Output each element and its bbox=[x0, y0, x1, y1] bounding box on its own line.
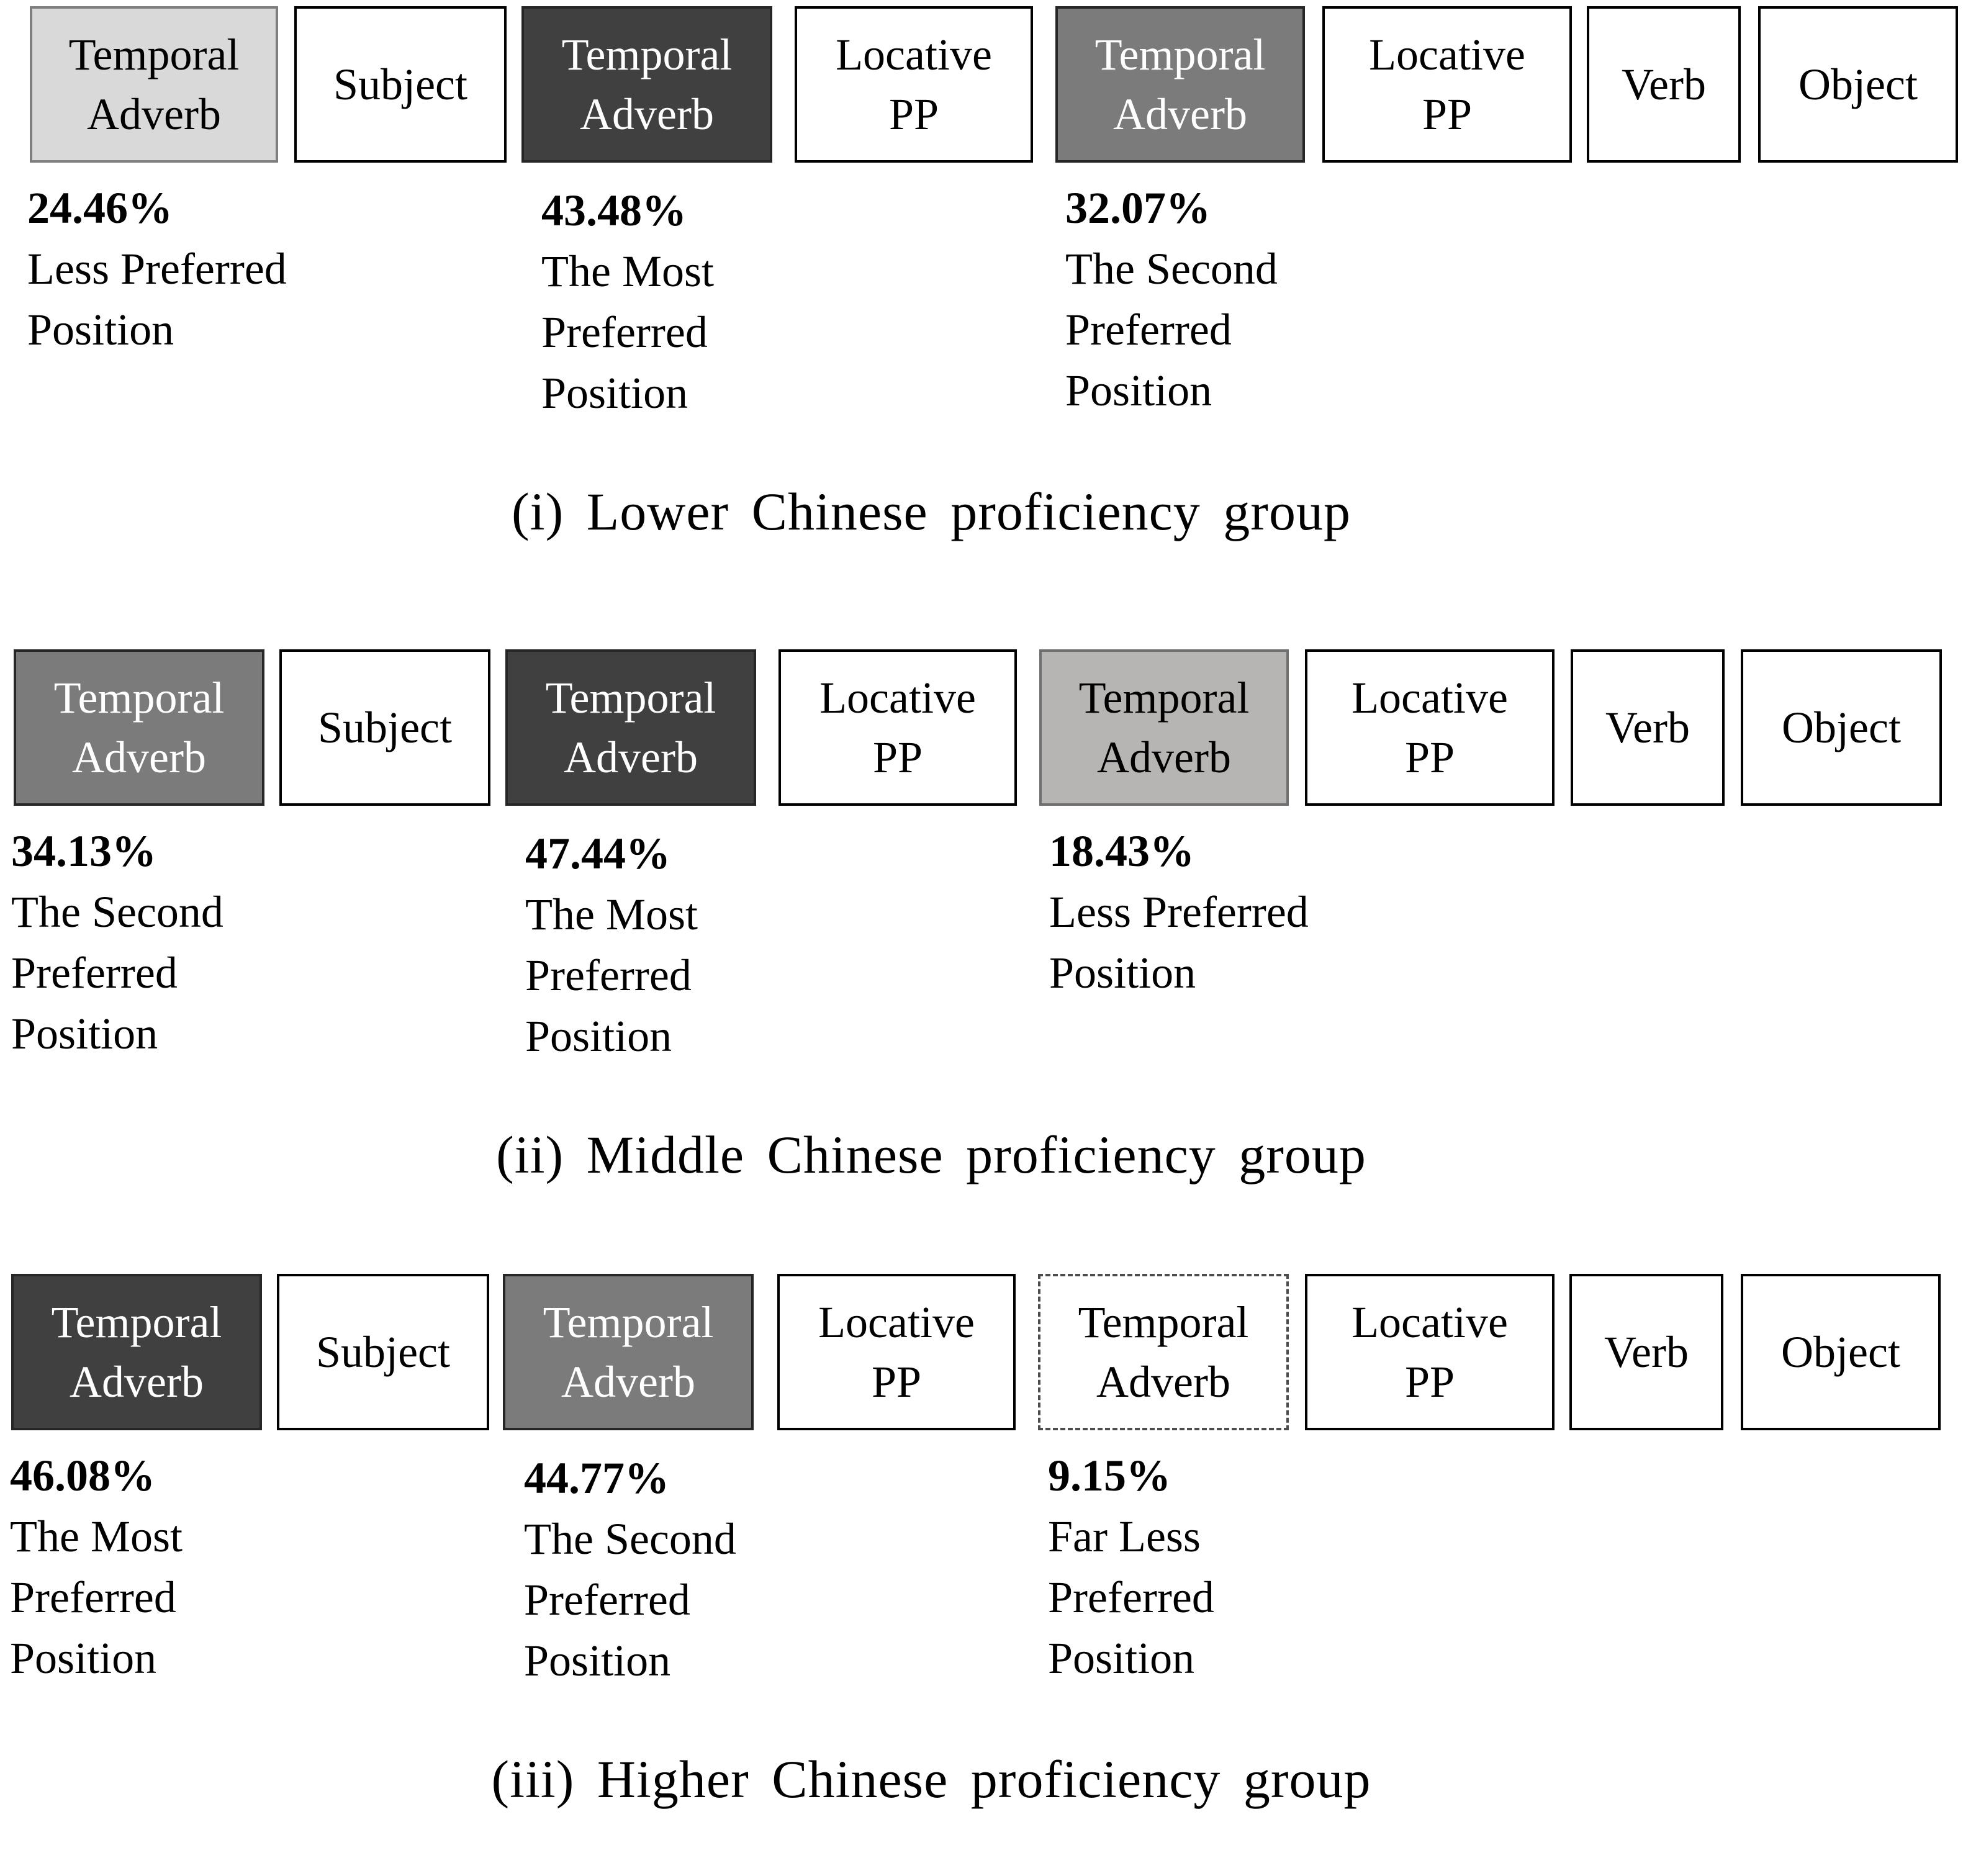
locative-pp-box-1: Locative PP bbox=[795, 6, 1033, 163]
verb-box: Verb bbox=[1587, 6, 1741, 163]
position-label-3: 32.07% The Second Preferred Position bbox=[1065, 178, 1278, 421]
temporal-adverb-box-pos1: Temporal Adverb bbox=[30, 6, 278, 163]
box-text: Verb bbox=[1604, 1327, 1689, 1377]
temporal-adverb-box-pos1: Temporal Adverb bbox=[11, 1274, 262, 1430]
percentage-value: 47.44% bbox=[525, 829, 670, 878]
preference-description: The Most Preferred Position bbox=[525, 890, 698, 1061]
temporal-adverb-box-pos2: Temporal Adverb bbox=[503, 1274, 754, 1430]
preference-description: Less Preferred Position bbox=[1049, 887, 1309, 998]
box-text: Temporal Adverb bbox=[1078, 1297, 1249, 1407]
box-text: Temporal Adverb bbox=[51, 1297, 222, 1407]
box-text: Locative PP bbox=[1352, 1297, 1508, 1407]
temporal-adverb-box-pos2: Temporal Adverb bbox=[521, 6, 772, 163]
position-label-1: 46.08% The Most Preferred Position bbox=[10, 1445, 183, 1689]
box-text: Temporal Adverb bbox=[1094, 30, 1266, 139]
temporal-adverb-box-pos3: Temporal Adverb bbox=[1038, 1274, 1289, 1430]
box-text: Temporal Adverb bbox=[68, 30, 240, 139]
temporal-adverb-box-pos3: Temporal Adverb bbox=[1055, 6, 1305, 163]
locative-pp-box-2: Locative PP bbox=[1305, 1274, 1555, 1430]
panel-caption: (i) Lower Chinese proficiency group bbox=[512, 482, 1351, 541]
box-text: Object bbox=[1781, 1327, 1900, 1377]
temporal-adverb-box-pos3: Temporal Adverb bbox=[1039, 649, 1289, 806]
percentage-value: 9.15% bbox=[1048, 1451, 1171, 1500]
subject-box: Subject bbox=[294, 6, 507, 163]
percentage-value: 18.43% bbox=[1049, 826, 1194, 876]
preference-description: Less Preferred Position bbox=[27, 244, 287, 354]
temporal-adverb-box-pos1: Temporal Adverb bbox=[14, 649, 264, 806]
position-label-3: 9.15% Far Less Preferred Position bbox=[1048, 1445, 1214, 1689]
position-label-2: 44.77% The Second Preferred Position bbox=[524, 1448, 736, 1691]
verb-box: Verb bbox=[1571, 649, 1725, 806]
box-text: Verb bbox=[1605, 703, 1690, 752]
subject-box: Subject bbox=[279, 649, 490, 806]
panel-higher: Temporal Adverb Subject Temporal Adverb … bbox=[0, 1268, 1963, 1876]
box-text: Verb bbox=[1622, 60, 1706, 109]
preference-description: The Second Preferred Position bbox=[1065, 244, 1278, 415]
subject-box: Subject bbox=[277, 1274, 489, 1430]
percentage-value: 34.13% bbox=[11, 826, 156, 876]
position-label-3: 18.43% Less Preferred Position bbox=[1049, 821, 1309, 1003]
box-text: Temporal Adverb bbox=[545, 673, 716, 782]
box-text: Subject bbox=[318, 703, 452, 752]
box-text: Temporal Adverb bbox=[561, 30, 733, 139]
box-text: Locative PP bbox=[1369, 30, 1525, 139]
preference-description: The Second Preferred Position bbox=[524, 1514, 736, 1685]
preference-description: The Most Preferred Position bbox=[10, 1512, 183, 1683]
box-text: Subject bbox=[333, 60, 467, 109]
box-text: Locative PP bbox=[1352, 673, 1508, 782]
position-label-2: 43.48% The Most Preferred Position bbox=[541, 180, 714, 423]
box-text: Locative PP bbox=[836, 30, 992, 139]
box-text: Object bbox=[1782, 703, 1901, 752]
panel-middle: Temporal Adverb Subject Temporal Adverb … bbox=[0, 643, 1963, 1251]
box-text: Temporal Adverb bbox=[1078, 673, 1250, 782]
preference-description: The Most Preferred Position bbox=[541, 246, 714, 418]
percentage-value: 24.46% bbox=[27, 183, 173, 233]
position-label-1: 24.46% Less Preferred Position bbox=[27, 178, 287, 360]
position-label-1: 34.13% The Second Preferred Position bbox=[11, 821, 223, 1064]
locative-pp-box-2: Locative PP bbox=[1305, 649, 1555, 806]
panel-caption: (iii) Higher Chinese proficiency group bbox=[491, 1749, 1371, 1809]
box-text: Locative PP bbox=[819, 673, 976, 782]
object-box: Object bbox=[1741, 649, 1942, 806]
object-box: Object bbox=[1758, 6, 1958, 163]
object-box: Object bbox=[1741, 1274, 1941, 1430]
box-text: Temporal Adverb bbox=[53, 673, 225, 782]
percentage-value: 43.48% bbox=[541, 186, 687, 235]
percentage-value: 32.07% bbox=[1065, 183, 1211, 233]
box-text: Temporal Adverb bbox=[543, 1297, 714, 1407]
temporal-adverb-box-pos2: Temporal Adverb bbox=[505, 649, 756, 806]
locative-pp-box-1: Locative PP bbox=[777, 1274, 1016, 1430]
locative-pp-box-2: Locative PP bbox=[1322, 6, 1572, 163]
panel-lower: Temporal Adverb Subject Temporal Adverb … bbox=[0, 0, 1963, 608]
preference-description: The Second Preferred Position bbox=[11, 887, 223, 1058]
percentage-value: 44.77% bbox=[524, 1453, 669, 1503]
box-text: Subject bbox=[316, 1327, 450, 1377]
preference-description: Far Less Preferred Position bbox=[1048, 1512, 1214, 1683]
box-text: Locative PP bbox=[818, 1297, 975, 1407]
panel-caption: (ii) Middle Chinese proficiency group bbox=[496, 1125, 1366, 1184]
position-label-2: 47.44% The Most Preferred Position bbox=[525, 823, 698, 1067]
box-text: Object bbox=[1798, 60, 1918, 109]
verb-box: Verb bbox=[1569, 1274, 1723, 1430]
locative-pp-box-1: Locative PP bbox=[778, 649, 1017, 806]
percentage-value: 46.08% bbox=[10, 1451, 155, 1500]
